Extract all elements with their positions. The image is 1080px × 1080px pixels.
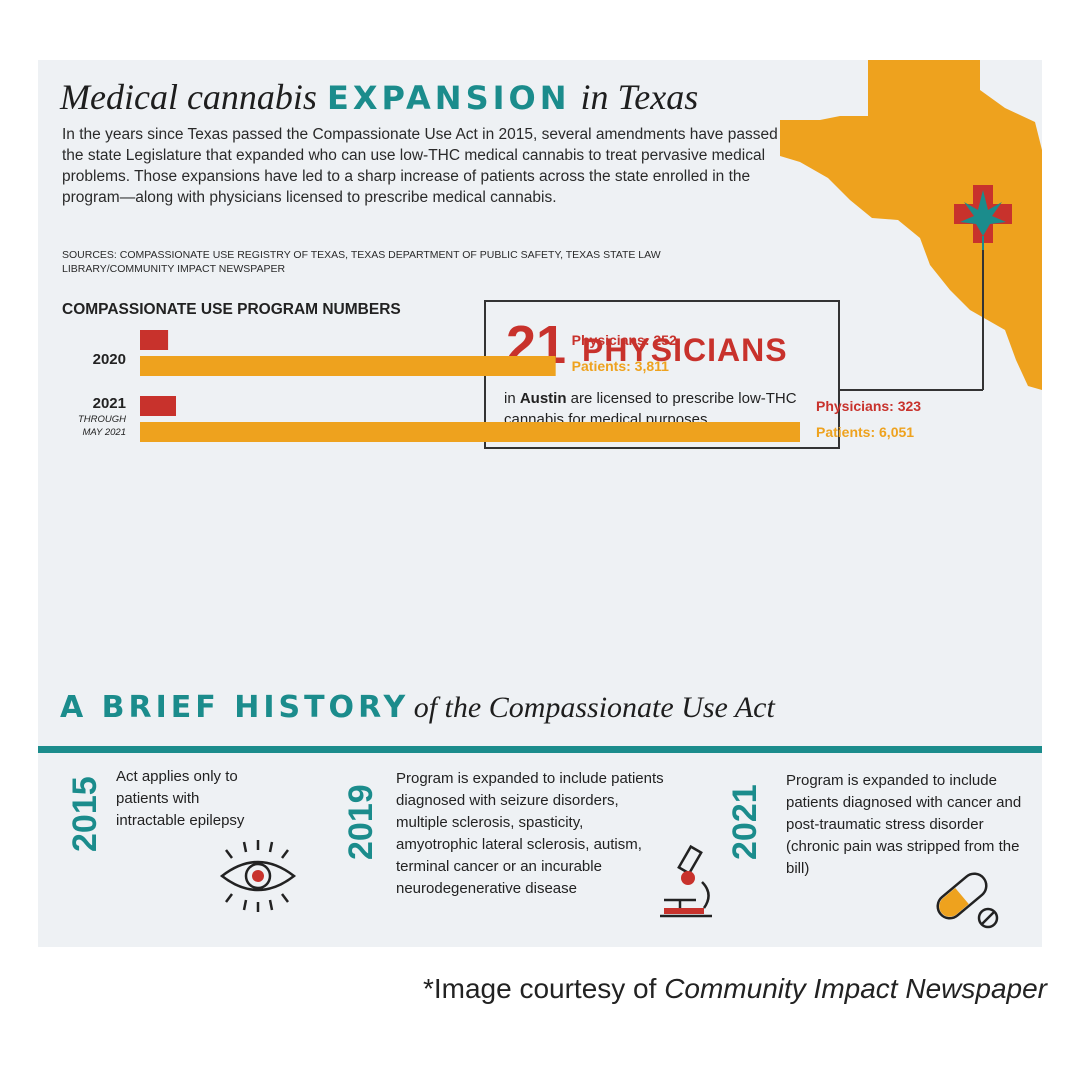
- physicians-bar: [140, 330, 169, 350]
- category-label: 2021: [93, 395, 126, 412]
- callout-word: PHYSICIANS: [582, 332, 788, 368]
- history-year-2015: 2015: [66, 776, 104, 852]
- history-text-2019: Program is expanded to include patients …: [396, 770, 664, 897]
- history-text-2015: Act applies only to patients with intrac…: [116, 768, 245, 829]
- microscope-icon: [660, 844, 712, 918]
- category-note: THROUGH: [78, 414, 126, 425]
- chart-title: COMPASSIONATE USE PROGRAM NUMBERS: [62, 301, 401, 318]
- physicians-label: Physicians: 252: [572, 332, 677, 348]
- eye-icon: [219, 840, 296, 912]
- patients-bar: [140, 356, 556, 376]
- category-label: 2020: [93, 351, 126, 368]
- history-rule: [38, 746, 1042, 753]
- sources-note: Sources: Compassionate Use Registry of T…: [62, 249, 661, 275]
- patients-label: Patients: 3,811: [572, 358, 669, 374]
- patients-bar: [140, 422, 800, 442]
- intro-paragraph: In the years since Texas passed the Comp…: [62, 126, 778, 206]
- title-emphasis: EXPANSION: [326, 79, 571, 117]
- history-year-2019: 2019: [342, 784, 380, 860]
- physicians-label: Physicians: 323: [816, 398, 921, 414]
- callout-connector: [838, 370, 984, 391]
- physicians-bar: [140, 396, 176, 416]
- patients-label: Patients: 6,051: [816, 424, 914, 440]
- page-title: Medical cannabis EXPANSION in Texas: [60, 77, 699, 117]
- history-text-2021: Program is expanded to include patients …: [786, 772, 1022, 877]
- history-year-2021: 2021: [726, 784, 764, 860]
- pill-icon: [936, 872, 999, 929]
- history-title: A BRIEF HISTORY of the Compassionate Use…: [60, 690, 775, 725]
- texas-map-icon: [780, 60, 1042, 390]
- image-credit: *Image courtesy of Community Impact News…: [422, 973, 1047, 1004]
- program-numbers-chart: 2017THROUGHDEC. 2017Physicians: 16Patien…: [78, 330, 921, 442]
- category-note: MAY 2021: [83, 427, 126, 438]
- infographic: Medical cannabis EXPANSION in Texas In t…: [38, 60, 1042, 947]
